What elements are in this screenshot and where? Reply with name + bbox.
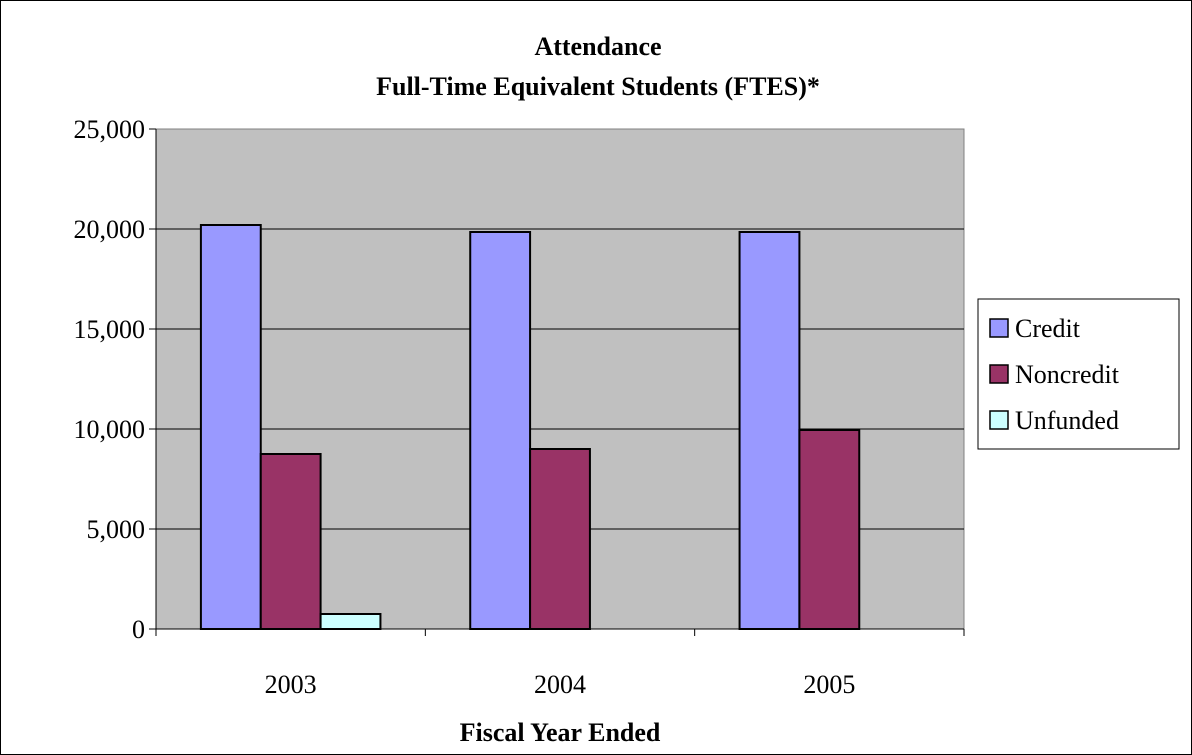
y-tick-label: 15,000 <box>74 315 146 344</box>
legend: Credit Noncredit Unfunded <box>977 298 1180 450</box>
bar-noncredit-2003 <box>259 453 322 630</box>
bar-credit-2003 <box>199 224 262 630</box>
axes <box>149 128 965 636</box>
legend-label-credit: Credit <box>1015 314 1081 343</box>
bar-noncredit-2005 <box>798 429 861 630</box>
bar-credit-2005 <box>738 231 801 630</box>
legend-box <box>977 298 1180 450</box>
x-axis-label: Fiscal Year Ended <box>460 718 661 747</box>
chart-subtitle: Full-Time Equivalent Students (FTES)* <box>376 72 820 101</box>
y-tick-labels: 0 5,000 10,000 15,000 20,000 25,000 <box>74 115 146 644</box>
legend-swatch-credit <box>989 318 1009 338</box>
legend-label-unfunded: Unfunded <box>1015 406 1119 435</box>
y-tick-label: 0 <box>132 615 145 644</box>
legend-swatch-unfunded <box>989 410 1009 430</box>
y-tick-label: 10,000 <box>74 415 146 444</box>
bar-credit-2004 <box>469 231 532 630</box>
chart-title: Attendance <box>534 32 661 61</box>
bar-unfunded-2003 <box>319 613 382 630</box>
x-tick-label: 2004 <box>534 670 586 699</box>
x-tick-label: 2005 <box>803 670 855 699</box>
x-tick-label: 2003 <box>265 670 317 699</box>
y-tick-label: 20,000 <box>74 215 146 244</box>
bar-noncredit-2004 <box>529 448 591 630</box>
x-tick-labels: 2003 2004 2005 <box>265 670 856 699</box>
y-tick-label: 25,000 <box>74 115 146 144</box>
legend-swatch-noncredit <box>989 364 1009 384</box>
legend-label-noncredit: Noncredit <box>1015 360 1120 389</box>
y-tick-label: 5,000 <box>87 515 146 544</box>
